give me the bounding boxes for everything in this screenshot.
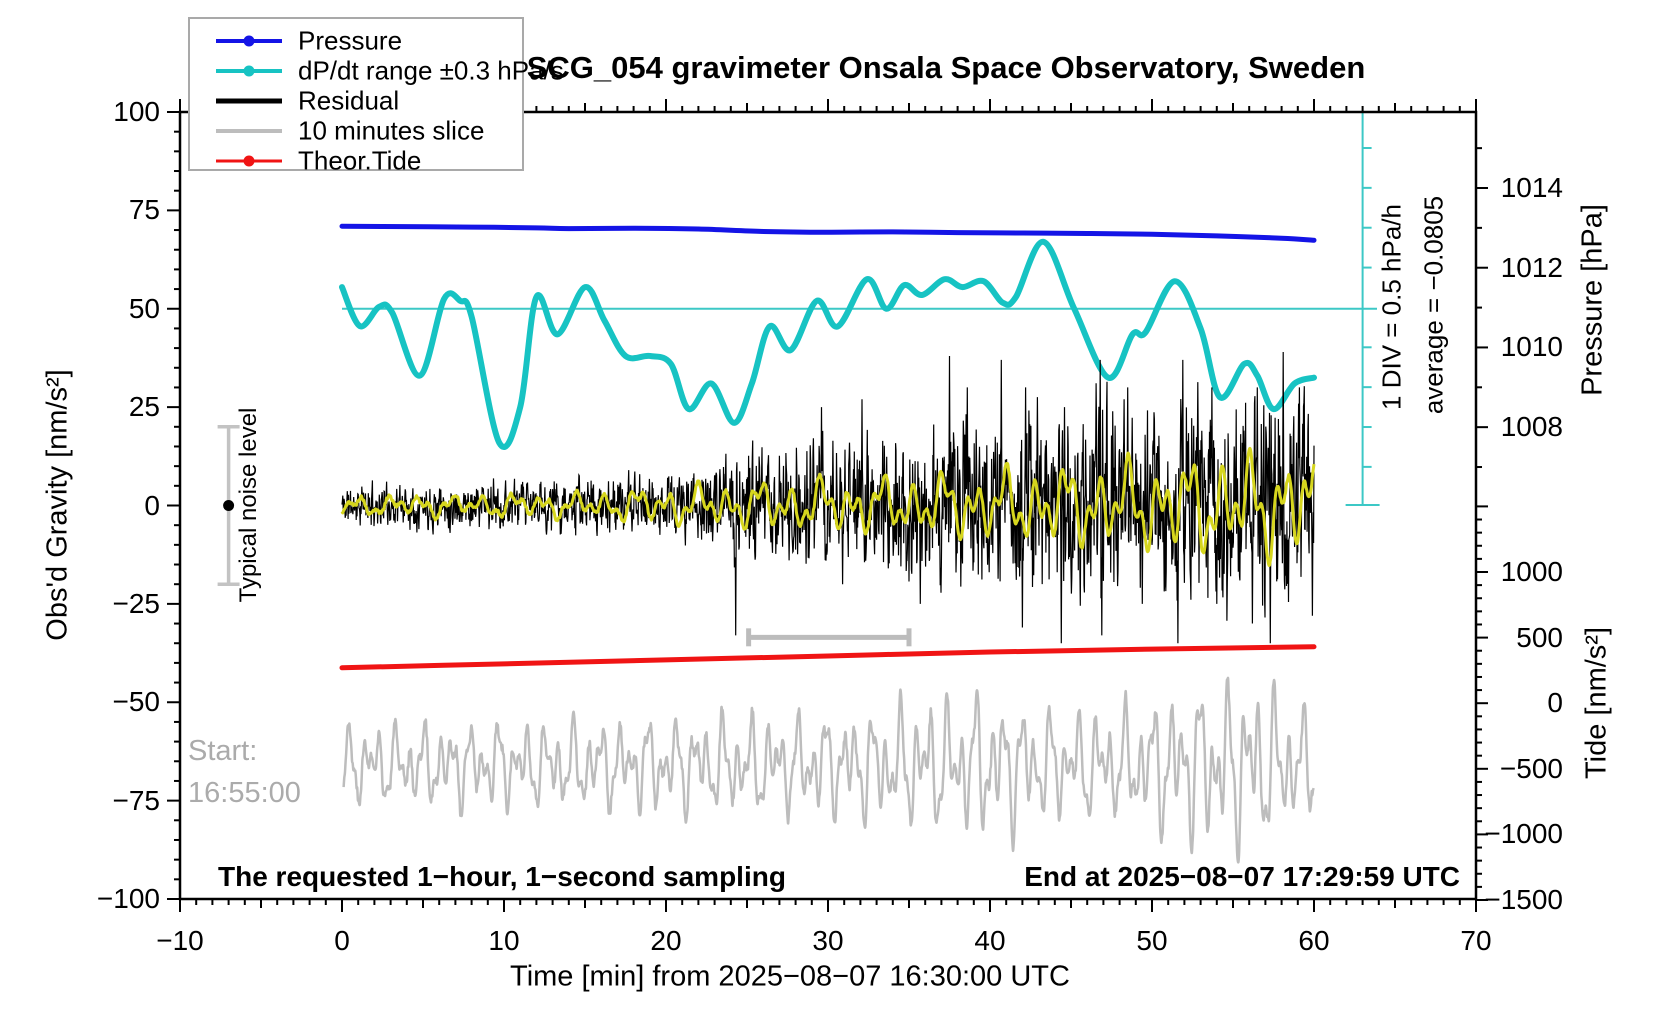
tide-layer bbox=[339, 644, 1317, 671]
start-time: 16:55:00 bbox=[188, 777, 301, 809]
gravity-tick-label: −50 bbox=[112, 686, 161, 718]
tide-tick-label: −500 bbox=[1499, 752, 1563, 784]
series-theor-tide bbox=[339, 644, 1317, 671]
pressure-axis-title: Pressure [hPa] bbox=[1576, 204, 1609, 396]
legend-dot bbox=[243, 35, 255, 47]
series-residual bbox=[341, 351, 1315, 644]
legend-item-dp-dt-range-0-3-hpa-s: dP/dt range ±0.3 hPa/s bbox=[190, 56, 564, 86]
pressure-tick-label: 1008 bbox=[1500, 411, 1563, 443]
legend-item-pressure: Pressure bbox=[190, 26, 522, 56]
legend-dot bbox=[243, 155, 255, 167]
pressure-tick-label: 1014 bbox=[1500, 172, 1563, 203]
x-tick-label: 50 bbox=[1136, 925, 1168, 956]
legend-dot bbox=[243, 65, 255, 77]
gravity-tick-label: 100 bbox=[113, 96, 160, 127]
gravity-tick-label: 75 bbox=[128, 194, 160, 226]
legend-item-theor-tide: Theor.Tide bbox=[190, 146, 522, 176]
tide-tick-label: 500 bbox=[1516, 621, 1563, 653]
gravity-tick-label: 50 bbox=[128, 292, 160, 324]
legend-label: 10 minutes slice bbox=[298, 115, 485, 146]
x-tick-label: 10 bbox=[488, 925, 520, 956]
chart-title: SCG_054 gravimeter Onsala Space Observat… bbox=[526, 50, 1366, 85]
legend-label: Theor.Tide bbox=[298, 145, 422, 176]
end-time-note: End at 2025−08−07 17:29:59 UTC bbox=[1024, 861, 1460, 892]
legend-label: dP/dt range ±0.3 hPa/s bbox=[298, 55, 564, 86]
start-label: Start: bbox=[188, 735, 258, 767]
x-tick-label: 40 bbox=[974, 925, 1006, 956]
gravity-tick-label: 25 bbox=[128, 391, 160, 423]
x-tick-label: 70 bbox=[1460, 925, 1492, 956]
div-scale-label: 1 DIV = 0.5 hPa/h bbox=[1376, 204, 1407, 410]
sampling-note: The requested 1−hour, 1−second sampling bbox=[218, 861, 786, 892]
series-dpdt bbox=[339, 238, 1317, 450]
x-tick-label: 20 bbox=[650, 925, 682, 956]
gravity-axis-title: Obs'd Gravity [nm/s²] bbox=[41, 369, 74, 641]
gravity-tick-label: 0 bbox=[144, 489, 160, 521]
legend-sample-line bbox=[216, 129, 282, 133]
legend-item-10-minutes-slice: 10 minutes slice bbox=[190, 116, 522, 146]
pressure-tick-label: 1010 bbox=[1500, 331, 1563, 363]
legend-label: Pressure bbox=[298, 25, 403, 56]
slice-layer bbox=[342, 676, 1315, 864]
x-tick-label: −10 bbox=[156, 925, 204, 956]
tide-axis-title: Tide [nm/s²] bbox=[1580, 626, 1613, 780]
series-10-minutes-slice bbox=[342, 676, 1315, 864]
residual-layer bbox=[340, 351, 1316, 644]
legend-sample-line bbox=[216, 98, 282, 104]
x-tick-label: 60 bbox=[1298, 925, 1330, 956]
legend-sample-line bbox=[216, 155, 282, 167]
div-ruler-layer bbox=[342, 112, 1380, 506]
dpdt-layer bbox=[339, 238, 1317, 450]
average-dpdt-label: average = −0.0805 bbox=[1418, 195, 1449, 415]
x-tick-label: 30 bbox=[812, 925, 844, 956]
legend-sample-line bbox=[216, 35, 282, 47]
legend-label: Residual bbox=[298, 85, 400, 116]
legend-sample-line bbox=[216, 65, 282, 77]
axes-layer bbox=[167, 99, 1488, 912]
legend-item-residual: Residual bbox=[190, 86, 522, 116]
tide-tick-label: −1000 bbox=[1484, 818, 1563, 850]
tide-tick-label: 1000 bbox=[1500, 556, 1563, 587]
gravity-tick-label: −100 bbox=[96, 883, 160, 914]
x-axis-title: Time [min] from 2025−08−07 16:30:00 UTC bbox=[510, 960, 1070, 993]
typical-noise-level-label: Typical noise level bbox=[235, 407, 262, 603]
tide-tick-label: −1500 bbox=[1484, 884, 1563, 915]
pressure-layer bbox=[339, 223, 1317, 243]
noise-bar-center-dot bbox=[223, 500, 235, 511]
gravity-tick-label: −75 bbox=[112, 784, 161, 816]
annotation-layer bbox=[217, 425, 912, 647]
series-pressure bbox=[339, 223, 1317, 243]
series-residual-smoothed bbox=[340, 446, 1316, 567]
tide-tick-label: 0 bbox=[1547, 687, 1563, 719]
legend: Pressure dP/dt range ±0.3 hPa/s Residual 10… bbox=[188, 17, 564, 176]
x-tick-label: 0 bbox=[334, 925, 350, 956]
pressure-tick-label: 1012 bbox=[1500, 251, 1563, 283]
gravity-tick-label: −25 bbox=[112, 587, 161, 619]
